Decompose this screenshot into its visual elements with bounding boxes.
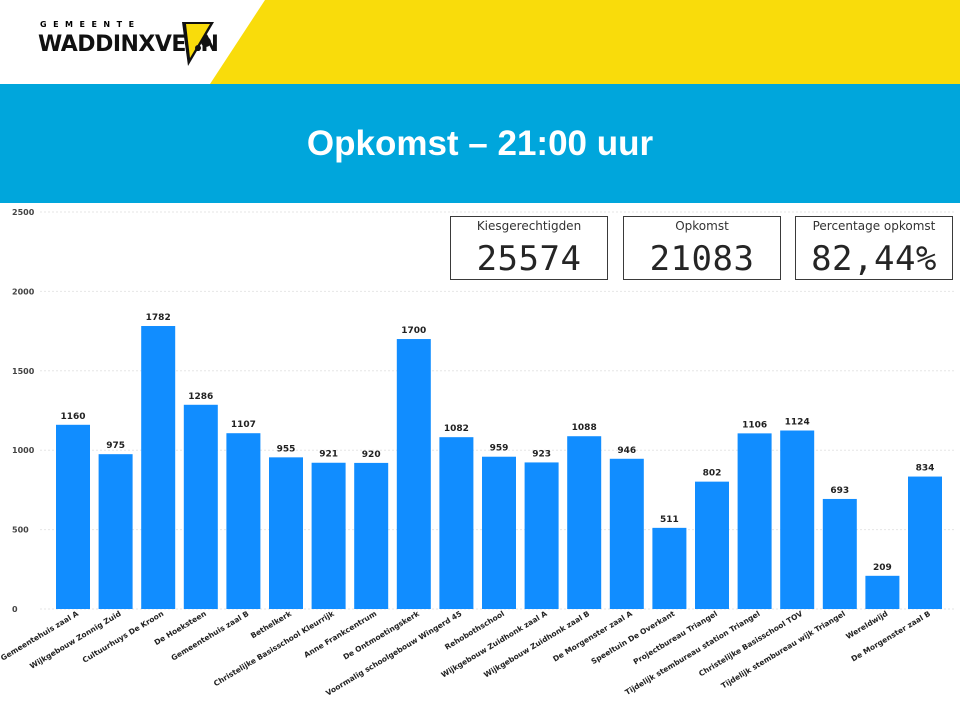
- bar-value-label: 834: [916, 464, 935, 474]
- bar[interactable]: [226, 433, 261, 609]
- bar[interactable]: [865, 575, 900, 609]
- bar[interactable]: [141, 326, 176, 609]
- bar[interactable]: [908, 476, 942, 609]
- card-kiesgerechtigden: Kiesgerechtigden 25574: [450, 216, 608, 280]
- x-tick-label: Gemeentehuis zaal B: [170, 609, 251, 663]
- x-tick-label: Cultuurhuys De Kroon: [81, 609, 165, 665]
- bar[interactable]: [396, 339, 431, 609]
- data-labels: 1160 975 1782 1286 1107 955 921 920 1700 1082 959 9…: [60, 313, 934, 573]
- bar-value-label: 959: [490, 444, 509, 454]
- bar-value-label: 1782: [146, 313, 171, 323]
- y-tick-label: 2000: [12, 287, 35, 296]
- bar-value-label: 1106: [742, 420, 767, 430]
- bar[interactable]: [524, 462, 559, 609]
- bar[interactable]: [269, 457, 303, 609]
- bar-value-label: 1082: [444, 424, 469, 434]
- bar-value-label: 1088: [572, 423, 597, 433]
- bar-value-label: 1286: [188, 392, 213, 402]
- bar[interactable]: [780, 430, 815, 609]
- bar[interactable]: [567, 436, 602, 609]
- card-percentage-value: 82,44%: [811, 239, 937, 279]
- y-axis-ticks: 0 500 1000 1500 2000 2500: [12, 208, 35, 614]
- bar-value-label: 1160: [60, 412, 85, 422]
- bar[interactable]: [482, 456, 516, 609]
- page-title: Opkomst – 21:00 uur: [306, 124, 654, 163]
- bar[interactable]: [737, 433, 772, 609]
- bar[interactable]: [98, 454, 133, 609]
- bar[interactable]: [609, 458, 644, 609]
- bar-value-label: 1124: [785, 418, 810, 428]
- x-tick-label: De Morgenster zaal A: [551, 609, 634, 664]
- y-tick-label: 1000: [12, 446, 35, 455]
- bar[interactable]: [56, 424, 90, 609]
- title-band: Opkomst – 21:00 uur: [0, 84, 960, 203]
- header: GEMEENTE WADDINXVEEN: [0, 0, 960, 84]
- bar-value-label: 920: [362, 450, 381, 460]
- bar-value-label: 802: [703, 469, 722, 479]
- bar-value-label: 511: [660, 515, 679, 525]
- x-tick-label: De Ontmoetingskerk: [341, 608, 421, 661]
- card-kiesgerechtigden-label: Kiesgerechtigden: [476, 219, 582, 233]
- bar[interactable]: [695, 481, 729, 609]
- bar-value-label: 209: [873, 563, 892, 573]
- card-percentage-label: Percentage opkomst: [812, 219, 936, 233]
- bar[interactable]: [652, 527, 687, 609]
- y-tick-label: 500: [12, 526, 29, 535]
- card-opkomst: Opkomst 21083: [623, 216, 781, 280]
- x-tick-label: De Morgenster zaal B: [849, 609, 932, 664]
- card-opkomst-value: 21083: [649, 239, 755, 279]
- turnout-bar-chart: 0 500 1000 1500 2000 2500 1160 975 1782 1286 1107…: [0, 208, 955, 698]
- card-percentage-opkomst: Percentage opkomst 82,44%: [795, 216, 953, 280]
- bar-value-label: 955: [277, 444, 296, 454]
- bar[interactable]: [183, 404, 218, 609]
- card-opkomst-label: Opkomst: [675, 219, 729, 233]
- bar-value-label: 923: [532, 449, 551, 459]
- card-kiesgerechtigden-value: 25574: [476, 239, 582, 279]
- bars: [56, 326, 942, 609]
- bar-value-label: 1107: [231, 420, 256, 430]
- x-tick-label: Gemeentehuis zaal A: [0, 609, 80, 663]
- logo-subtitle: GEMEENTE: [40, 20, 141, 29]
- bar[interactable]: [354, 462, 389, 609]
- bar[interactable]: [439, 437, 474, 609]
- bar-value-label: 975: [106, 441, 125, 451]
- bar-value-label: 946: [617, 446, 636, 456]
- header-yellow-shape: [210, 0, 960, 84]
- y-tick-label: 1500: [12, 367, 35, 376]
- bar[interactable]: [311, 462, 346, 609]
- bar-value-label: 1700: [401, 326, 426, 336]
- logo-mark-icon: [182, 22, 214, 66]
- bar-value-label: 921: [319, 450, 338, 460]
- bar[interactable]: [822, 498, 857, 609]
- bar-value-label: 693: [830, 486, 849, 496]
- x-tick-label: Anne Frankcentrum: [302, 609, 378, 660]
- y-tick-label: 0: [12, 605, 18, 614]
- y-tick-label: 2500: [12, 208, 35, 217]
